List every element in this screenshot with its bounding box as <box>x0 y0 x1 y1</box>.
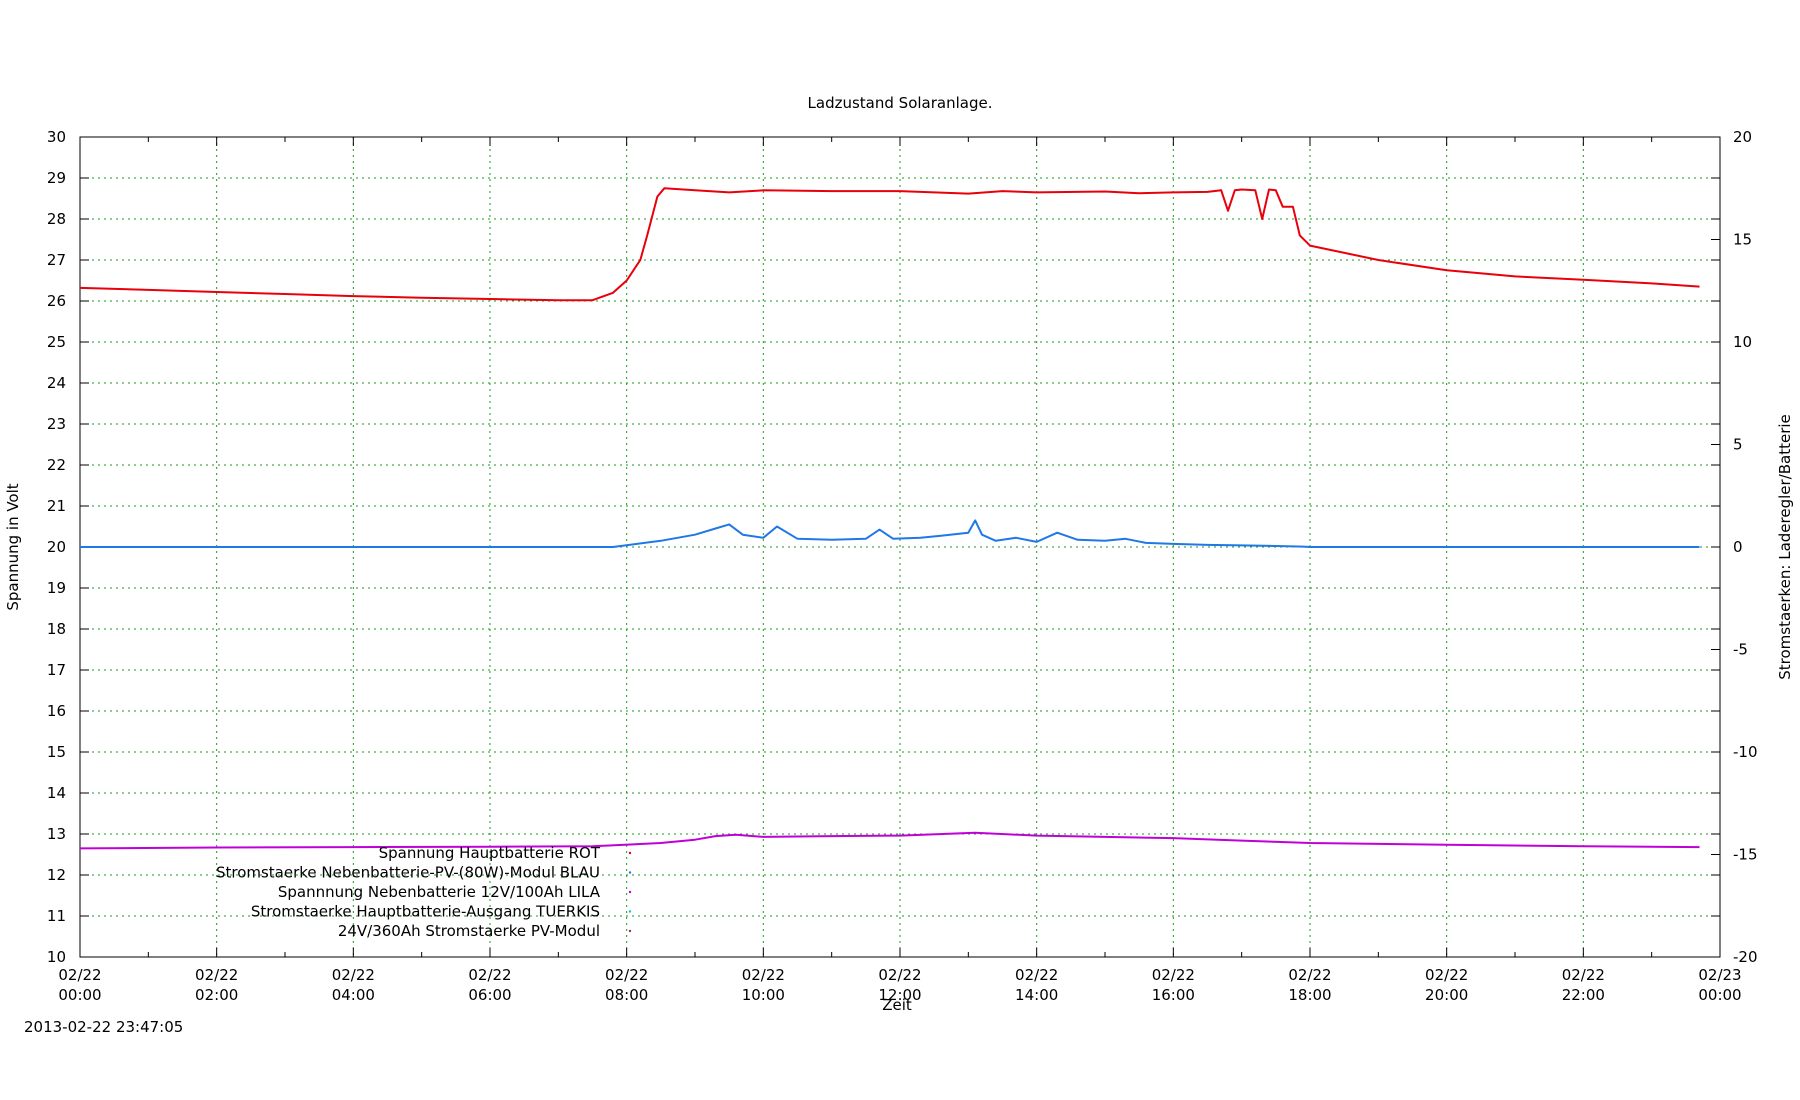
y-tick-label: 20 <box>47 538 66 556</box>
y-tick-label: 27 <box>47 251 66 269</box>
legend-label: 24V/360Ah Stromstaerke PV-Modul <box>338 922 600 940</box>
legend-label: Spannung Hauptbatterie ROT <box>379 844 601 862</box>
y2-tick-label: 20 <box>1733 128 1752 146</box>
x-tick-label-date: 02/22 <box>605 966 648 984</box>
series-line-1 <box>80 519 1700 548</box>
x-tick-label-time: 06:00 <box>468 986 511 1004</box>
x-tick-label-date: 02/22 <box>195 966 238 984</box>
y-tick-label: 21 <box>47 497 66 515</box>
y-tick-label: 24 <box>47 374 66 392</box>
y-tick-label: 29 <box>47 169 66 187</box>
legend-marker <box>628 871 632 874</box>
y2-tick-label: -5 <box>1733 641 1748 659</box>
x-tick-label-date: 02/22 <box>468 966 511 984</box>
chart-title: Ladzustand Solaranlage. <box>808 94 993 112</box>
y2-axis-tick-labels: 20 15 10 5 0 -5 -10 -15 -20 <box>1733 128 1758 966</box>
x-axis-tick-labels: 02/22 00:00 02/22 02:00 02/22 04:00 02/22 06:00… <box>58 966 1741 1004</box>
y-tick-label: 15 <box>47 743 66 761</box>
series-line-0 <box>79 187 1700 302</box>
x-tick-label-time: 18:00 <box>1288 986 1331 1004</box>
y2-tick-label: 10 <box>1733 333 1752 351</box>
x-tick-label-date: 02/22 <box>1425 966 1468 984</box>
x-tick-label-date: 02/22 <box>332 966 375 984</box>
timestamp-label: 2013-02-22 23:47:05 <box>24 1018 183 1036</box>
y2-tick-label: 5 <box>1733 436 1743 454</box>
x-tick-label-date: 02/22 <box>1288 966 1331 984</box>
y-tick-label: 10 <box>47 948 66 966</box>
series-line-2 <box>79 831 1700 850</box>
legend-marker <box>628 890 632 894</box>
y-axis-tick-labels: 30 29 28 27 26 25 24 23 22 21 20 19 18 17 16 15 14 13 12 11… <box>47 128 66 966</box>
y-tick-label: 16 <box>47 702 66 720</box>
y-tick-label: 18 <box>47 620 66 638</box>
x-tick-label-time: 02:00 <box>195 986 238 1004</box>
y-tick-label: 12 <box>47 866 66 884</box>
legend-label: Stromstaerke Nebenbatterie-PV-(80W)-Modu… <box>216 864 600 882</box>
y2-tick-label: 15 <box>1733 231 1752 249</box>
y-tick-label: 22 <box>47 456 66 474</box>
y-tick-label: 23 <box>47 415 66 433</box>
y-tick-label: 30 <box>47 128 66 146</box>
y-tick-label: 28 <box>47 210 66 228</box>
y2-tick-label: -15 <box>1733 846 1758 864</box>
axis-ticks <box>79 136 1721 958</box>
y2-axis-label: Stromstaerken: Laderegler/Batterie <box>1776 414 1794 680</box>
legend: Spannung Hauptbatterie ROT Stromstaerke N… <box>216 844 632 940</box>
legend-marker <box>628 851 632 855</box>
x-tick-label-date: 02/22 <box>1015 966 1058 984</box>
y-tick-label: 11 <box>47 907 66 925</box>
y2-tick-label: 0 <box>1733 538 1743 556</box>
y2-tick-label: -10 <box>1733 743 1758 761</box>
data-series <box>79 187 1700 850</box>
y-tick-label: 26 <box>47 292 66 310</box>
legend-label: Spannnung Nebenbatterie 12V/100Ah LILA <box>278 883 601 901</box>
x-tick-label-date: 02/22 <box>878 966 921 984</box>
x-axis-label: Zeit <box>882 996 912 1014</box>
x-tick-label-date: 02/22 <box>58 966 101 984</box>
y-tick-label: 17 <box>47 661 66 679</box>
legend-marker <box>628 929 632 933</box>
x-tick-label-date: 02/22 <box>742 966 785 984</box>
x-tick-label-time: 00:00 <box>58 986 101 1004</box>
y-axis-label: Spannung in Volt <box>4 483 22 610</box>
x-tick-label-time: 10:00 <box>742 986 785 1004</box>
x-tick-label-time: 22:00 <box>1562 986 1605 1004</box>
x-tick-label-date: 02/22 <box>1152 966 1195 984</box>
x-tick-label-time: 08:00 <box>605 986 648 1004</box>
y2-tick-label: -20 <box>1733 948 1758 966</box>
x-tick-label-time: 14:00 <box>1015 986 1058 1004</box>
y-tick-label: 14 <box>47 784 66 802</box>
x-tick-label-time: 04:00 <box>332 986 375 1004</box>
x-tick-label-date: 02/23 <box>1698 966 1741 984</box>
x-tick-label-time: 00:00 <box>1698 986 1741 1004</box>
legend-label: Stromstaerke Hauptbatterie-Ausgang TUERK… <box>251 903 600 921</box>
y-tick-label: 19 <box>47 579 66 597</box>
x-tick-label-time: 20:00 <box>1425 986 1468 1004</box>
y-tick-label: 25 <box>47 333 66 351</box>
legend-marker <box>628 910 632 913</box>
y-tick-label: 13 <box>47 825 66 843</box>
x-tick-label-time: 16:00 <box>1152 986 1195 1004</box>
x-tick-label-time: 12:00 <box>878 986 921 1004</box>
x-tick-label-date: 02/22 <box>1562 966 1605 984</box>
